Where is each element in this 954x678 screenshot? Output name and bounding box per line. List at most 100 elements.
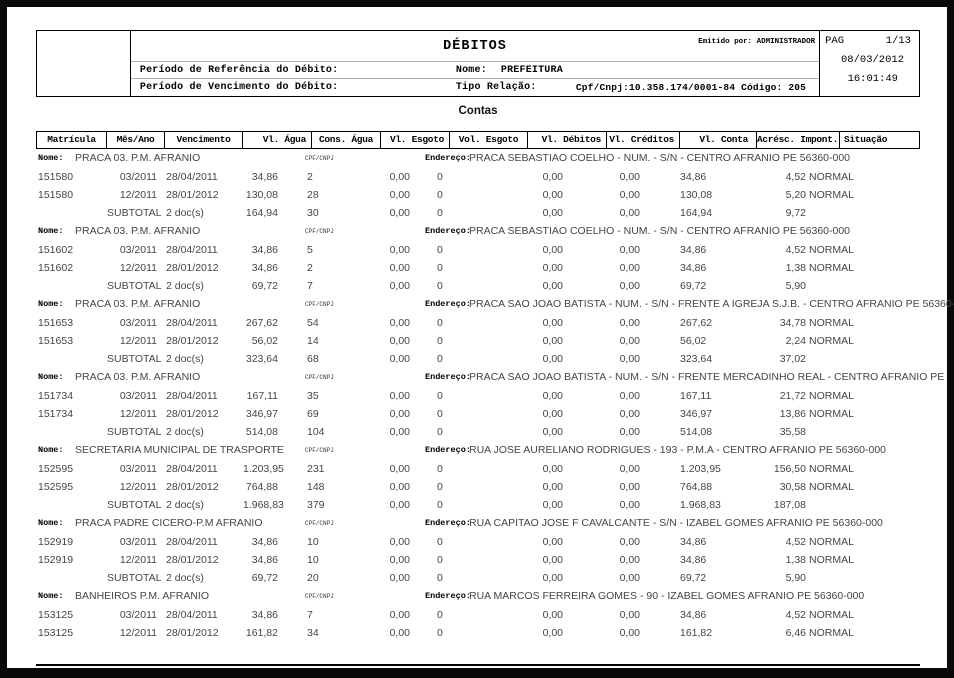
cell: 03/2011 bbox=[119, 609, 157, 621]
cell bbox=[840, 204, 920, 222]
cell: 514,08 bbox=[245, 426, 278, 438]
cell: 0,00 bbox=[619, 262, 640, 274]
cell: 4,52 bbox=[785, 609, 806, 621]
cell: 0 bbox=[437, 244, 443, 256]
name-value: PREFEITURA bbox=[500, 65, 563, 76]
cell: 0,00 bbox=[619, 189, 640, 201]
cell: 5,20 bbox=[785, 189, 806, 201]
cell: 0,00 bbox=[389, 280, 410, 292]
account-row: 152919 03/2011 28/04/2011 34,86 10 0,00 0 0,00 0… bbox=[36, 533, 920, 551]
nome-label: Nome: bbox=[38, 591, 64, 601]
cpf-cnpj-label: CPF/CNPJ bbox=[305, 228, 334, 235]
cell: 28/04/2011 bbox=[166, 390, 218, 402]
cell: 0 bbox=[437, 572, 443, 584]
subtotal-row: SUBTOTAL 2 doc(s) 514,08 104 0,00 0 0,00 0,00 51… bbox=[36, 423, 920, 441]
emitted-by: Emitido por: ADMINISTRADOR bbox=[698, 38, 815, 46]
cell: 0,00 bbox=[619, 171, 640, 183]
cell bbox=[840, 496, 920, 514]
cell: 0,00 bbox=[542, 262, 563, 274]
account-row: 152595 03/2011 28/04/2011 1.203,95 231 0,00 0 0… bbox=[36, 460, 920, 478]
cell: 0,00 bbox=[389, 317, 410, 329]
logo-box bbox=[37, 31, 131, 96]
cell: 764,88 bbox=[245, 481, 278, 493]
report-title: DÉBITOS bbox=[443, 38, 507, 54]
account-row: 153125 03/2011 28/04/2011 34,86 7 0,00 0 0,00 0,… bbox=[36, 606, 920, 624]
cell: NORMAL bbox=[809, 317, 854, 329]
cell: 164,94 bbox=[245, 207, 278, 219]
cell: 0 bbox=[437, 335, 443, 347]
cell: NORMAL bbox=[809, 627, 854, 639]
cpf-cnpj-value: Cpf/Cnpj:10.358.174/0001-84 Código: 205 bbox=[575, 82, 807, 93]
column-header-6: Vol. Esgoto bbox=[450, 131, 528, 149]
page-value: 1/13 bbox=[885, 35, 911, 47]
cell: 267,62 bbox=[245, 317, 278, 329]
cell: NORMAL bbox=[809, 609, 854, 621]
account-address: PRACA SAO JOAO BATISTA - NUM. - S/N - FR… bbox=[469, 371, 945, 383]
cell: 161,82 bbox=[680, 627, 713, 639]
report-page: DÉBITOS Emitido por: ADMINISTRADOR Perío… bbox=[7, 7, 954, 668]
account-row: 151580 12/2011 28/01/2012 130,08 28 0,00 0 0,00… bbox=[36, 186, 920, 204]
cell: 0,00 bbox=[542, 280, 563, 292]
cell: SUBTOTAL bbox=[107, 572, 162, 584]
endereco-label: Endereço: bbox=[425, 153, 471, 163]
cell: NORMAL bbox=[809, 463, 854, 475]
cell: 21,72 bbox=[779, 390, 806, 402]
cell: 03/2011 bbox=[119, 244, 157, 256]
cell: 0,00 bbox=[619, 572, 640, 584]
cell: 0,00 bbox=[619, 390, 640, 402]
cell: 130,08 bbox=[245, 189, 278, 201]
cell: 69,72 bbox=[251, 572, 278, 584]
cell: 0 bbox=[437, 499, 443, 511]
cell: 153125 bbox=[38, 609, 74, 621]
subtotal-row: SUBTOTAL 2 doc(s) 1.968,83 379 0,00 0 0,00 0,00… bbox=[36, 496, 920, 514]
table-header-row: Matrícula Mês/Ano Vencimento Vl. Água Cons. … bbox=[36, 131, 920, 149]
cell: 0 bbox=[437, 408, 443, 420]
cell: 03/2011 bbox=[119, 536, 157, 548]
cell: 0 bbox=[437, 426, 443, 438]
cell: 69,72 bbox=[680, 572, 707, 584]
cell: 34,86 bbox=[680, 554, 707, 566]
cell: 152595 bbox=[38, 463, 74, 475]
cell bbox=[36, 350, 107, 368]
cell: 69,72 bbox=[251, 280, 278, 292]
cell: 0,00 bbox=[619, 335, 640, 347]
cell: 2,24 bbox=[785, 335, 806, 347]
cell: 35 bbox=[307, 390, 319, 402]
cell: 0 bbox=[437, 481, 443, 493]
cell bbox=[36, 204, 107, 222]
cell: 0 bbox=[437, 627, 443, 639]
cell: 03/2011 bbox=[119, 317, 157, 329]
account-row: 151602 03/2011 28/04/2011 34,86 5 0,00 0 0,00 0,… bbox=[36, 241, 920, 259]
cell: 151734 bbox=[38, 390, 74, 402]
cell: NORMAL bbox=[809, 536, 854, 548]
subtotal-row: SUBTOTAL 2 doc(s) 323,64 68 0,00 0 0,00 0,00 323… bbox=[36, 350, 920, 368]
account-group: Nome: PRACA 03. P.M. AFRANIO CPF/CNPJ Ender… bbox=[36, 295, 954, 368]
cell: 1.203,95 bbox=[243, 463, 284, 475]
report-time: 16:01:49 bbox=[847, 73, 898, 85]
page-label: PAG bbox=[825, 35, 845, 47]
cell: 12/2011 bbox=[119, 262, 157, 274]
cell: 28/04/2011 bbox=[166, 171, 218, 183]
cell: 0 bbox=[437, 554, 443, 566]
cell: 34,86 bbox=[251, 554, 278, 566]
cell: 0 bbox=[437, 317, 443, 329]
cpf-cnpj-label: CPF/CNPJ bbox=[305, 155, 334, 162]
cell: 12/2011 bbox=[119, 335, 157, 347]
cell: 0,00 bbox=[542, 426, 563, 438]
cell: 152919 bbox=[38, 554, 74, 566]
cell: 153125 bbox=[38, 627, 74, 639]
cell: 0,00 bbox=[389, 627, 410, 639]
column-header-10: Acrésc. Impont. bbox=[757, 131, 840, 149]
cell: 34,86 bbox=[251, 262, 278, 274]
account-name: PRACA 03. P.M. AFRANIO bbox=[75, 371, 201, 383]
cell: 6,46 bbox=[785, 627, 806, 639]
cell: 0 bbox=[437, 280, 443, 292]
report-date: 08/03/2012 bbox=[840, 54, 904, 66]
subtotal-row: SUBTOTAL 2 doc(s) 164,94 30 0,00 0 0,00 0,00 164… bbox=[36, 204, 920, 222]
account-row: 151653 03/2011 28/04/2011 267,62 54 0,00 0 0,00… bbox=[36, 314, 920, 332]
account-group: Nome: PRACA 03. P.M. AFRANIO CPF/CNPJ Ender… bbox=[36, 222, 920, 295]
cell: 323,64 bbox=[680, 353, 713, 365]
cpf-cnpj-label: CPF/CNPJ bbox=[305, 301, 334, 308]
cell: 0,00 bbox=[542, 317, 563, 329]
cell: SUBTOTAL bbox=[107, 426, 162, 438]
